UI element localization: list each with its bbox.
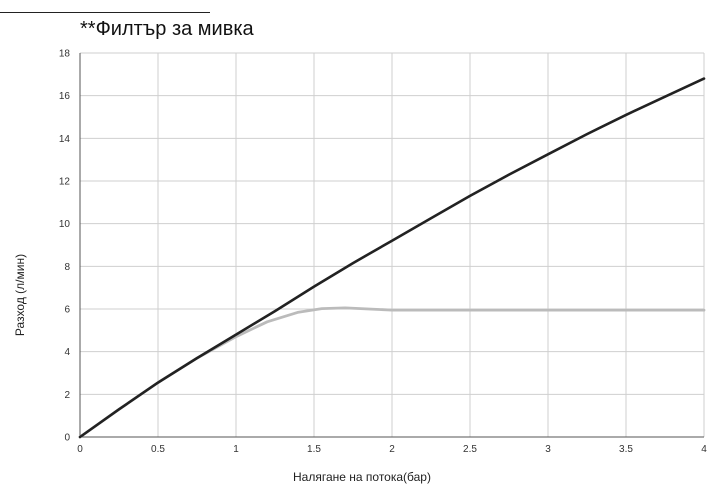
y-tick-label: 16 [59, 91, 71, 102]
series-line-1 [78, 77, 706, 439]
y-tick-label: 12 [59, 177, 71, 188]
x-tick-label: 3.5 [619, 444, 633, 455]
x-tick-label: 3 [545, 444, 551, 455]
top-rule [0, 12, 210, 13]
x-tick-label: 1.5 [307, 444, 321, 455]
x-tick-label: 0.5 [151, 444, 165, 455]
y-tick-label: 18 [59, 49, 71, 60]
y-tick-label: 14 [59, 134, 71, 145]
x-tick-label: 0 [77, 444, 83, 455]
y-tick-label: 0 [64, 433, 70, 444]
x-tick-label: 2.5 [463, 444, 477, 455]
y-tick-label: 8 [64, 262, 70, 273]
y-axis-label: Разход (л/мин) [13, 254, 27, 336]
axes [79, 53, 704, 438]
series-group [78, 77, 706, 439]
x-tick-label: 1 [233, 444, 239, 455]
tick-labels: 0 0.5 1 1.5 2 2.5 3 3.5 4 0 2 4 6 8 10 12 14 16 18 [59, 49, 707, 456]
x-tick-label: 4 [701, 444, 707, 455]
chart-title: **Филтър за мивка [80, 18, 254, 40]
x-tick-label: 2 [389, 444, 395, 455]
y-tick-label: 6 [64, 305, 70, 316]
grid [79, 52, 705, 438]
y-tick-label: 2 [64, 390, 70, 401]
y-tick-label: 4 [64, 347, 70, 358]
x-axis-label: Налягане на потока(бар) [293, 470, 431, 484]
y-tick-label: 10 [59, 219, 71, 230]
